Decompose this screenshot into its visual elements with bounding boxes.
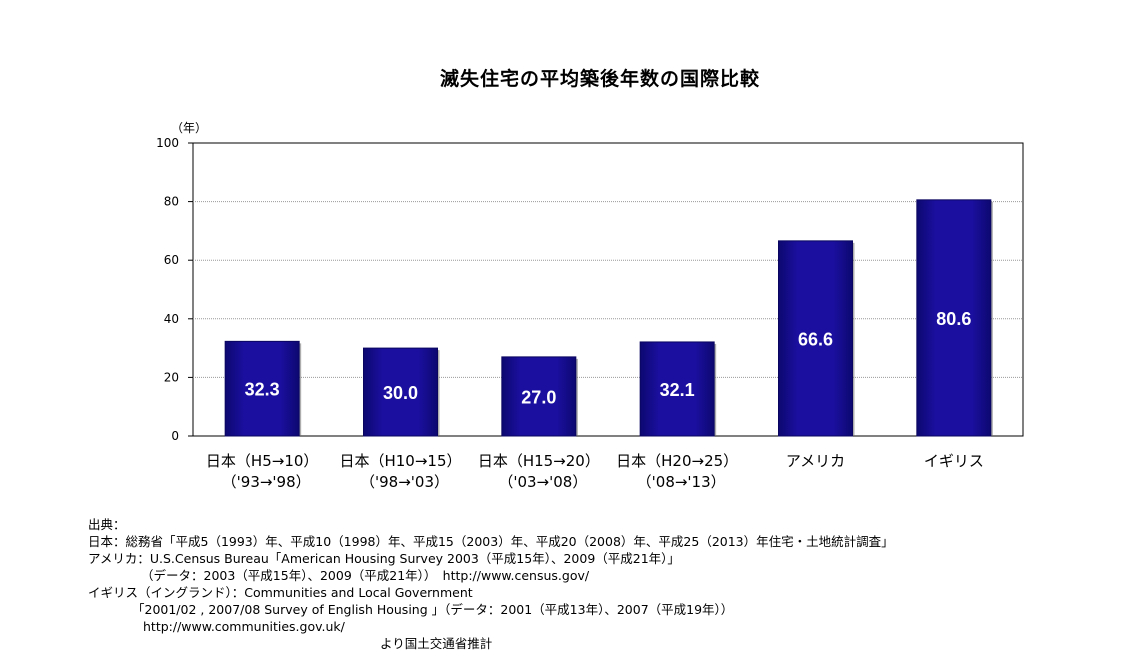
y-tick-label: 0	[171, 429, 179, 443]
y-tick-label: 100	[156, 136, 179, 150]
x-category-sublabel: （'03→'08）	[498, 473, 587, 491]
bar-value-label: 80.6	[936, 309, 971, 329]
y-tick-label: 40	[164, 312, 179, 326]
x-category-label: 日本（H20→25）	[616, 452, 738, 470]
plot-area	[192, 142, 1024, 437]
bar-value-label: 32.3	[245, 380, 280, 400]
bar-value-label: 27.0	[521, 387, 556, 407]
bar	[778, 240, 853, 437]
x-category-label: 日本（H15→20）	[478, 452, 600, 470]
bar	[916, 199, 992, 437]
x-category-label: 日本（H10→15）	[339, 452, 461, 470]
source-uk: イギリス（イングランド）：Communities and Local Gover…	[88, 585, 473, 600]
bar	[224, 340, 300, 437]
chart-title: 滅失住宅の平均築後年数の国際比較	[439, 68, 760, 90]
source-usa-data: （データ：2003（平成15年）、2009（平成21年）） http://www…	[141, 568, 590, 583]
x-category-label: アメリカ	[786, 452, 845, 470]
y-axis-unit: （年）	[171, 121, 207, 135]
source-usa: アメリカ：U.S.Census Bureau「American Housing …	[88, 551, 680, 566]
bar	[363, 347, 438, 437]
x-category-label: イギリス	[924, 452, 984, 470]
y-tick-label: 20	[164, 370, 179, 384]
bar	[639, 341, 715, 437]
bar-value-label: 30.0	[383, 383, 418, 403]
bar-chart: 0 20 40 60 80 100 32.3 30.0 27.0 32.1 66.6 80.6 日本…	[156, 121, 1024, 491]
source-heading: 出典：	[88, 517, 126, 532]
x-category-sublabel: （'08→'13）	[637, 473, 726, 491]
x-category-sublabel: （'98→'03）	[360, 473, 449, 491]
bar-value-label: 66.6	[798, 329, 833, 349]
bar	[501, 356, 577, 437]
source-japan: 日本：総務省「平成5（1993）年、平成10（1998）年、平成15（2003）…	[88, 534, 894, 549]
source-uk-survey: 「2001/02 , 2007/08 Survey of English Hou…	[132, 602, 734, 617]
y-tick-label: 60	[164, 253, 179, 267]
source-estimate: より国土交通省推計	[380, 636, 493, 651]
bar-value-label: 32.1	[660, 380, 695, 400]
x-category-label: 日本（H5→10）	[206, 452, 318, 470]
x-category-sublabel: （'93→'98）	[222, 473, 311, 491]
y-tick-label: 80	[164, 195, 179, 209]
source-uk-url: http://www.communities.gov.uk/	[143, 619, 345, 634]
